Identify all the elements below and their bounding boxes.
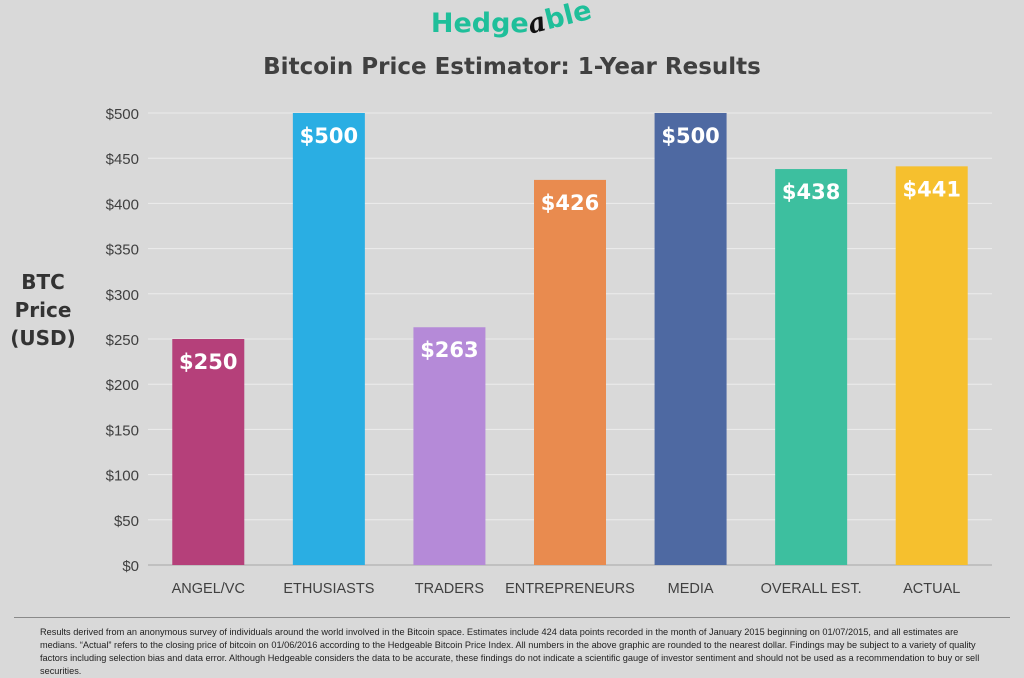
y-tick-label: $50 <box>114 513 139 530</box>
data-label: $500 <box>661 124 719 148</box>
x-tick-label: TRADERS <box>415 581 484 597</box>
hedgeable-logo: Hedgeable <box>0 0 1024 41</box>
x-tick-label: ANGEL/VC <box>172 581 245 597</box>
footnote: Results derived from an anonymous survey… <box>40 627 980 676</box>
chart-title: Bitcoin Price Estimator: 1-Year Results <box>263 54 761 80</box>
x-tick-label: ETHUSIASTS <box>283 581 374 597</box>
data-label: $441 <box>902 177 960 201</box>
y-tick-label: $500 <box>106 106 139 123</box>
data-label: $250 <box>179 350 237 374</box>
data-label: $263 <box>420 338 478 362</box>
y-tick-label: $350 <box>106 242 139 259</box>
logo-text: Hedge <box>430 8 529 39</box>
bar <box>654 113 727 565</box>
footnote-divider <box>14 617 1010 618</box>
y-tick-label: $150 <box>106 422 139 439</box>
bar <box>895 166 968 565</box>
data-label: $426 <box>541 191 599 215</box>
y-axis-label: BTC Price (USD) <box>10 270 76 350</box>
y-tick-label: $250 <box>106 332 139 349</box>
bar <box>292 113 365 565</box>
y-tick-label: $300 <box>106 287 139 304</box>
x-tick-label: ACTUAL <box>903 581 960 597</box>
bar <box>172 339 245 565</box>
data-label: $438 <box>782 180 840 204</box>
x-tick-label: ENTREPRENEURS <box>505 581 635 597</box>
y-tick-label: $100 <box>106 468 139 485</box>
bar <box>775 169 848 565</box>
bar <box>413 327 486 565</box>
y-tick-label: $200 <box>106 377 139 394</box>
y-tick-label: $450 <box>106 151 139 168</box>
data-label: $500 <box>300 124 358 148</box>
x-tick-label: OVERALL EST. <box>761 581 862 597</box>
y-tick-label: $400 <box>106 196 139 213</box>
x-tick-label: MEDIA <box>668 581 714 597</box>
y-tick-label: $0 <box>122 558 139 575</box>
bar <box>534 179 606 565</box>
